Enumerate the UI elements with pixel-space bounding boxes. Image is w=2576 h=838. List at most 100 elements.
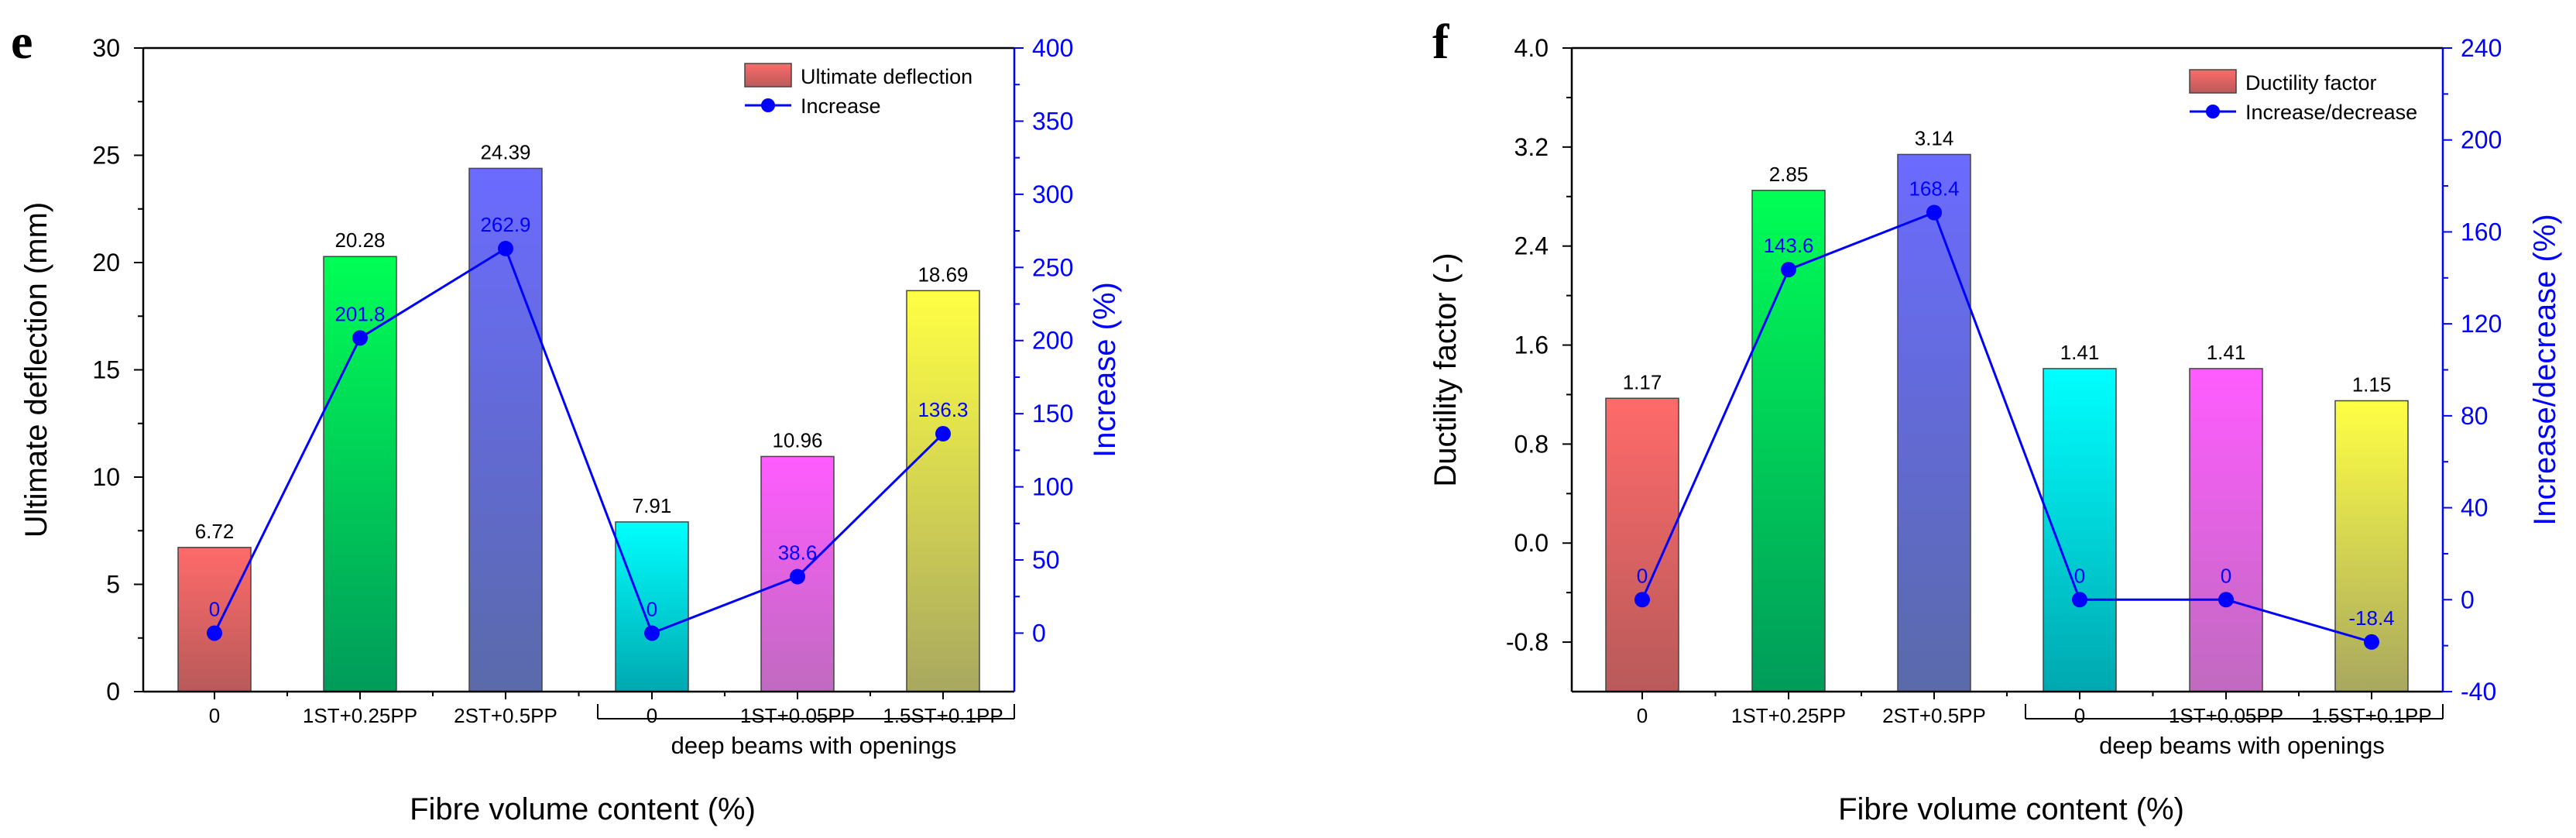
bar-value-label: 2.85 <box>1769 163 1809 186</box>
legend-bar-label: Ultimate deflection <box>801 65 972 88</box>
y2-tick-label: 80 <box>2461 402 2489 430</box>
line-point <box>1926 204 1942 221</box>
y2-axis-title: Increase (%) <box>1088 282 1122 458</box>
x-tick-label: 1.5ST+0.1PP <box>883 704 1003 727</box>
line-point <box>498 240 513 256</box>
line-point <box>1634 592 1650 608</box>
line-point <box>2218 592 2234 608</box>
line-value-label: 262.9 <box>480 213 530 236</box>
line-point <box>1781 262 1796 278</box>
legend-line-marker <box>761 98 775 112</box>
y-axis-title: Ductility factor (-) <box>1429 252 1463 486</box>
line-value-label: 201.8 <box>334 302 385 325</box>
group-bracket <box>597 704 1015 720</box>
legend-line-label: Increase <box>801 94 881 118</box>
y2-tick-label: 50 <box>1032 546 1060 574</box>
y-tick-label: 30 <box>92 34 120 62</box>
bar-value-label: 3.14 <box>1915 126 1954 149</box>
legend-line-label: Increase/decrease <box>2245 101 2417 124</box>
legend-bar-label: Ductility factor <box>2245 71 2377 94</box>
line-series <box>1641 211 2372 644</box>
legend-bar-swatch <box>744 63 792 88</box>
y-tick-label: 20 <box>92 249 120 276</box>
line-value-label: 0 <box>647 597 657 620</box>
bar-value-label: 1.15 <box>2352 373 2392 396</box>
bar <box>2043 368 2117 692</box>
y-tick-label: 25 <box>92 142 120 170</box>
bar-value-label: 6.72 <box>195 520 235 543</box>
line-point <box>790 568 805 585</box>
group-label: deep beams with openings <box>2099 732 2385 759</box>
bar <box>1897 153 1971 692</box>
y2-tick-label: -40 <box>2461 678 2496 706</box>
y-tick-label: 15 <box>92 356 120 384</box>
x-tick-label: 2ST+0.5PP <box>1882 704 1986 727</box>
panel-letter: f <box>1432 14 1449 69</box>
y-axis-title: Ultimate deflection (mm) <box>19 202 53 537</box>
panel-letter: e <box>11 14 33 69</box>
y2-tick-label: 40 <box>2461 494 2489 522</box>
x-axis-title: Fibre volume content (%) <box>1838 792 2184 826</box>
line-value-label: 0 <box>1637 564 1648 587</box>
y-tick-label: 0.8 <box>1514 430 1549 458</box>
y-tick-label: 1.6 <box>1514 331 1549 359</box>
bar-value-label: 18.69 <box>918 263 968 286</box>
line-value-label: 38.6 <box>778 541 818 565</box>
x-tick-label: 0 <box>1637 704 1648 727</box>
line-point <box>352 330 368 346</box>
y-tick-label: 5 <box>106 571 120 599</box>
x-tick-label: 1ST+0.25PP <box>303 704 417 727</box>
x-axis-title: Fibre volume content (%) <box>410 792 756 826</box>
line-value-label: 0 <box>2074 564 2085 587</box>
x-tick-label: 0 <box>209 704 220 727</box>
bar <box>615 521 689 692</box>
y2-tick-label: 0 <box>2461 586 2475 613</box>
x-tick-label: 2ST+0.5PP <box>454 704 557 727</box>
bar-value-label: 1.41 <box>2207 341 2246 364</box>
x-tick-label: 1ST+0.05PP <box>2169 704 2283 727</box>
y2-tick-label: 100 <box>1032 473 1073 501</box>
x-tick-label: 0 <box>647 704 657 727</box>
legend-line-marker <box>2206 105 2220 118</box>
y2-tick-label: 120 <box>2461 310 2502 338</box>
chart-panel-e: 6.72 20.28 24.39 7.91 10.96 18.69 0 5 10 15 20 25 30… <box>11 14 1122 826</box>
y2-tick-label: 150 <box>1032 400 1073 428</box>
line-value-label: -18.4 <box>2348 606 2394 630</box>
y2-tick-label: 240 <box>2461 34 2502 62</box>
group-bracket <box>2025 704 2444 720</box>
line-value-label: 136.3 <box>918 398 968 421</box>
y2-tick-label: 300 <box>1032 180 1073 208</box>
y-tick-label: 3.2 <box>1514 133 1549 161</box>
bar <box>177 547 252 692</box>
bar-value-label: 24.39 <box>480 140 530 163</box>
y-tick-label: -0.8 <box>1506 628 1549 656</box>
bar <box>906 290 980 692</box>
y2-tick-label: 0 <box>1032 619 1046 647</box>
bar-value-label: 20.28 <box>334 228 385 252</box>
line-value-label: 143.6 <box>1763 234 1813 257</box>
x-tick-label: 1ST+0.25PP <box>1731 704 1846 727</box>
bar <box>323 256 397 692</box>
x-tick-label: 0 <box>2074 704 2085 727</box>
bar-value-label: 7.91 <box>633 494 672 517</box>
line-point <box>2072 592 2087 608</box>
line-point <box>207 625 222 641</box>
x-tick-label: 1ST+0.05PP <box>740 704 855 727</box>
line-point <box>2364 634 2379 650</box>
y-tick-label: 10 <box>92 463 120 491</box>
bar-value-label: 10.96 <box>772 428 822 452</box>
line-point <box>935 426 951 442</box>
group-label: deep beams with openings <box>671 732 957 759</box>
y-tick-label: 4.0 <box>1514 34 1549 62</box>
y-tick-label: 0 <box>106 678 120 706</box>
y2-tick-label: 200 <box>2461 126 2502 154</box>
y2-tick-label: 400 <box>1032 34 1073 62</box>
bar-value-label: 1.17 <box>1623 370 1662 393</box>
y2-axis-title: Increase/decrease (%) <box>2528 214 2562 525</box>
y2-tick-label: 200 <box>1032 327 1073 355</box>
y2-tick-label: 160 <box>2461 218 2502 246</box>
y-tick-label: 0.0 <box>1514 529 1549 557</box>
y2-tick-label: 350 <box>1032 107 1073 135</box>
line-value-label: 168.4 <box>1909 177 1959 200</box>
line-point <box>644 625 660 641</box>
